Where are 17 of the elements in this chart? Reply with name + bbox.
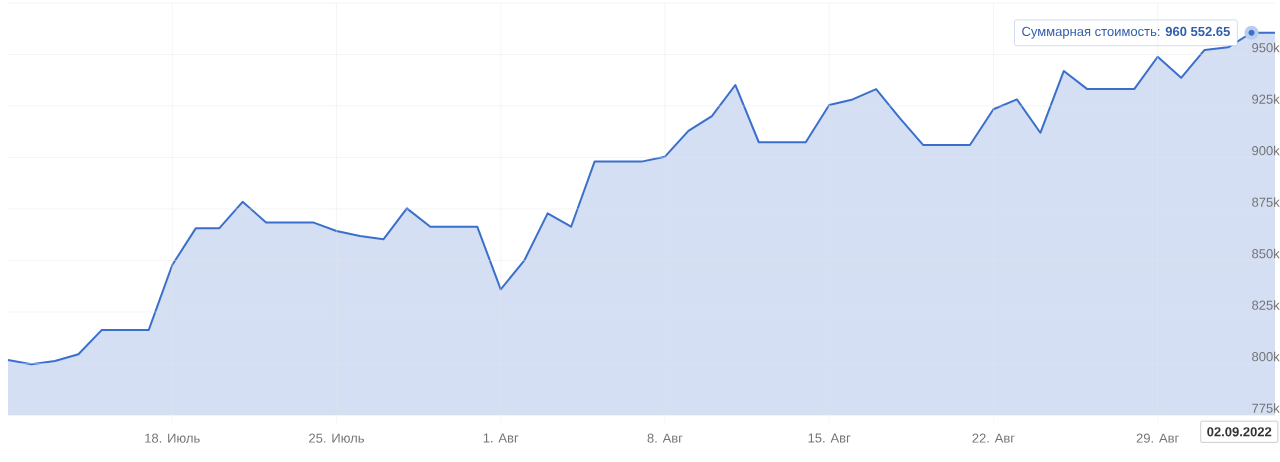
y-tick-label: 800k: [1252, 351, 1280, 362]
x-tick-label: 8. Авг: [647, 433, 683, 443]
y-tick-label: 850k: [1252, 248, 1280, 259]
x-tick-label: 25. Июль: [309, 433, 364, 443]
y-tick-label: 775k: [1252, 403, 1280, 413]
y-tick-label: 875k: [1252, 197, 1280, 207]
x-tick-label: 29. Авг: [1136, 433, 1179, 443]
y-tick-label: 900k: [1252, 145, 1280, 156]
y-tick-label: 825k: [1252, 300, 1280, 310]
x-tick-label: 15. Авг: [808, 433, 851, 443]
y-tick-label: 925k: [1252, 94, 1280, 104]
x-tick-label: 18. Июль: [145, 433, 200, 443]
x-tick-label: 1. Авг: [483, 433, 519, 443]
text: 02.09.2022: [1207, 427, 1272, 437]
x-tick-label: 22. Авг: [972, 433, 1015, 443]
annotation: Суммарная стоимость: 960 552.65: [1022, 26, 1230, 39]
y-tick-label: 950k: [1252, 42, 1280, 53]
